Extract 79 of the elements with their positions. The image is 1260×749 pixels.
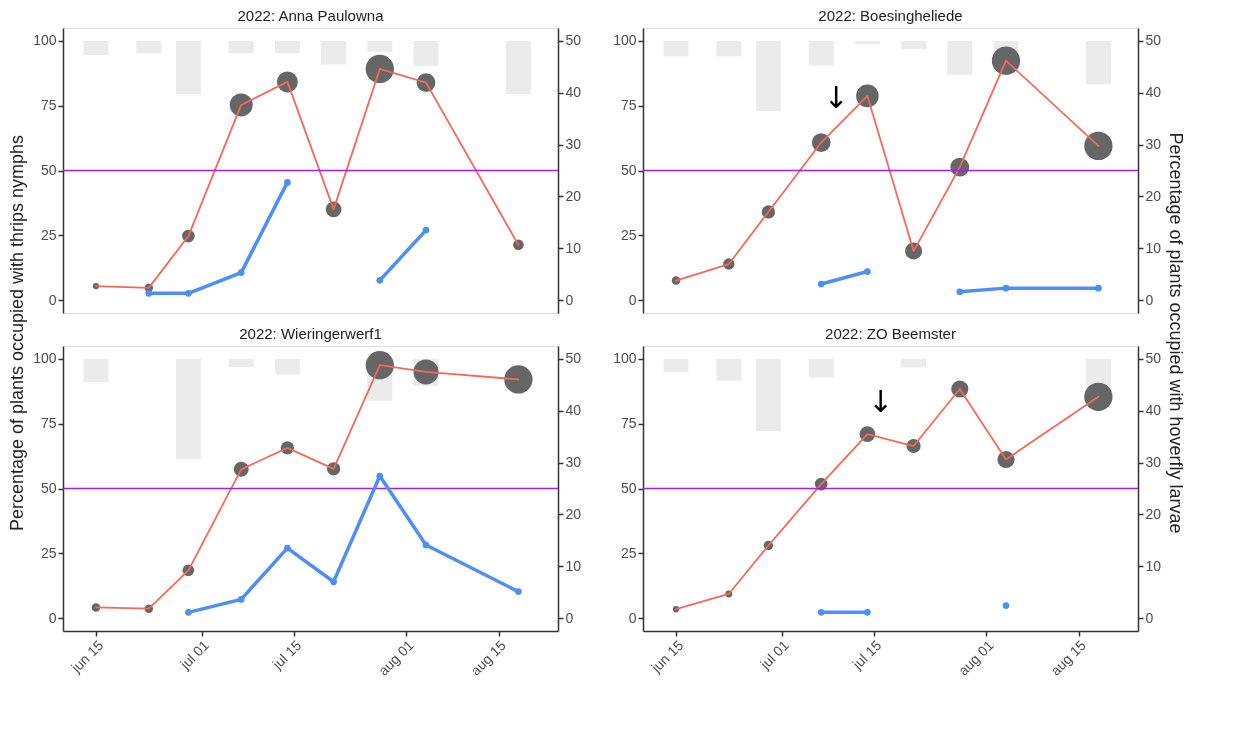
point — [817, 280, 825, 288]
y2-tick-label: 30 — [565, 454, 582, 471]
chart-title: 2022: ZO Beemster — [825, 325, 956, 342]
y2-tick-label: 40 — [1145, 84, 1162, 101]
y2-tick-label: 10 — [1145, 239, 1162, 256]
y2-tick-label: 20 — [565, 505, 582, 522]
point — [1095, 284, 1102, 292]
y-tick-label: 75 — [620, 415, 637, 432]
y2-tick-label: 50 — [1145, 350, 1162, 367]
annotation: ↓ — [868, 384, 894, 419]
y2-tick-label: 30 — [1145, 136, 1162, 153]
x-tick-label: jul 15 — [268, 636, 305, 673]
y-tick-label: 50 — [620, 162, 637, 178]
y-tick-label: 100 — [613, 350, 637, 367]
y2-tick-label: 40 — [1145, 402, 1162, 419]
point — [956, 288, 964, 296]
y2-tick-label: 0 — [1145, 609, 1154, 626]
y-tick-label: 25 — [40, 226, 57, 243]
point — [515, 588, 522, 595]
y-tick-label: 50 — [40, 162, 57, 178]
y-tick-label: 0 — [48, 291, 57, 308]
y2-axis-title: Percentage of plants occupied with hoverfly larvae — [1166, 132, 1186, 534]
y2-tick-label: 40 — [565, 84, 582, 101]
point — [864, 268, 871, 275]
y2-tick-label: 30 — [1145, 454, 1162, 471]
annotation: ↓ — [823, 80, 849, 116]
y2-tick-label: 50 — [565, 32, 582, 49]
y-tick-label: 100 — [33, 350, 57, 367]
y-axis-title: Percentage of plants occupied with thrips nymphs — [7, 134, 27, 532]
point — [185, 609, 192, 616]
chart-title: 2022: Anna Paulowna — [237, 7, 385, 24]
y2-tick-label: 10 — [565, 557, 582, 574]
y2-tick-label: 0 — [1145, 291, 1154, 308]
point — [185, 289, 192, 297]
point — [237, 596, 245, 603]
y-tick-label: 25 — [620, 226, 637, 243]
y2-tick-label: 50 — [1145, 32, 1162, 49]
x-tick-label: jun 15 — [67, 636, 107, 677]
chart-title: 2022: Wieringerwerf1 — [239, 325, 382, 342]
point — [284, 179, 291, 186]
y2-tick-label: 0 — [565, 291, 574, 308]
y-tick-label: 0 — [48, 609, 57, 626]
y2-tick-label: 20 — [1145, 505, 1162, 522]
x-tick-label: aug 01 — [375, 636, 417, 679]
point — [145, 289, 153, 297]
x-tick-label: aug 01 — [955, 636, 997, 679]
y2-tick-label: 50 — [565, 350, 582, 367]
y-tick-label: 75 — [620, 97, 637, 114]
y2-tick-label: 0 — [565, 609, 574, 626]
point — [284, 544, 291, 552]
y2-tick-label: 20 — [565, 187, 582, 204]
y-tick-label: 50 — [620, 480, 637, 496]
x-tick-label: aug 15 — [467, 636, 510, 679]
point — [422, 541, 430, 549]
x-tick-label: jul 01 — [176, 636, 213, 673]
y-tick-label: 0 — [628, 609, 637, 626]
chart-title: 2022: Boesingheliede — [818, 7, 963, 24]
y-tick-label: 0 — [628, 291, 637, 308]
y-tick-label: 100 — [33, 32, 57, 49]
y-tick-label: 25 — [620, 544, 637, 561]
point — [422, 226, 430, 234]
y2-tick-label: 30 — [565, 136, 582, 153]
y2-tick-label: 10 — [565, 239, 582, 256]
y2-tick-label: 20 — [1145, 187, 1162, 204]
y-tick-label: 25 — [40, 544, 57, 561]
point — [376, 277, 384, 284]
y-tick-label: 50 — [40, 480, 57, 496]
y-tick-label: 100 — [613, 32, 637, 49]
x-tick-label: jul 01 — [756, 636, 793, 673]
x-tick-label: jul 15 — [848, 636, 885, 673]
y-tick-label: 75 — [40, 415, 57, 432]
point — [237, 269, 245, 276]
x-tick-label: aug 15 — [1047, 636, 1090, 679]
y2-tick-label: 40 — [565, 402, 582, 419]
point — [330, 578, 337, 586]
point — [1002, 284, 1010, 292]
y-tick-label: 75 — [40, 97, 57, 114]
x-tick-label: jun 15 — [647, 636, 687, 677]
y2-tick-label: 10 — [1145, 557, 1162, 574]
